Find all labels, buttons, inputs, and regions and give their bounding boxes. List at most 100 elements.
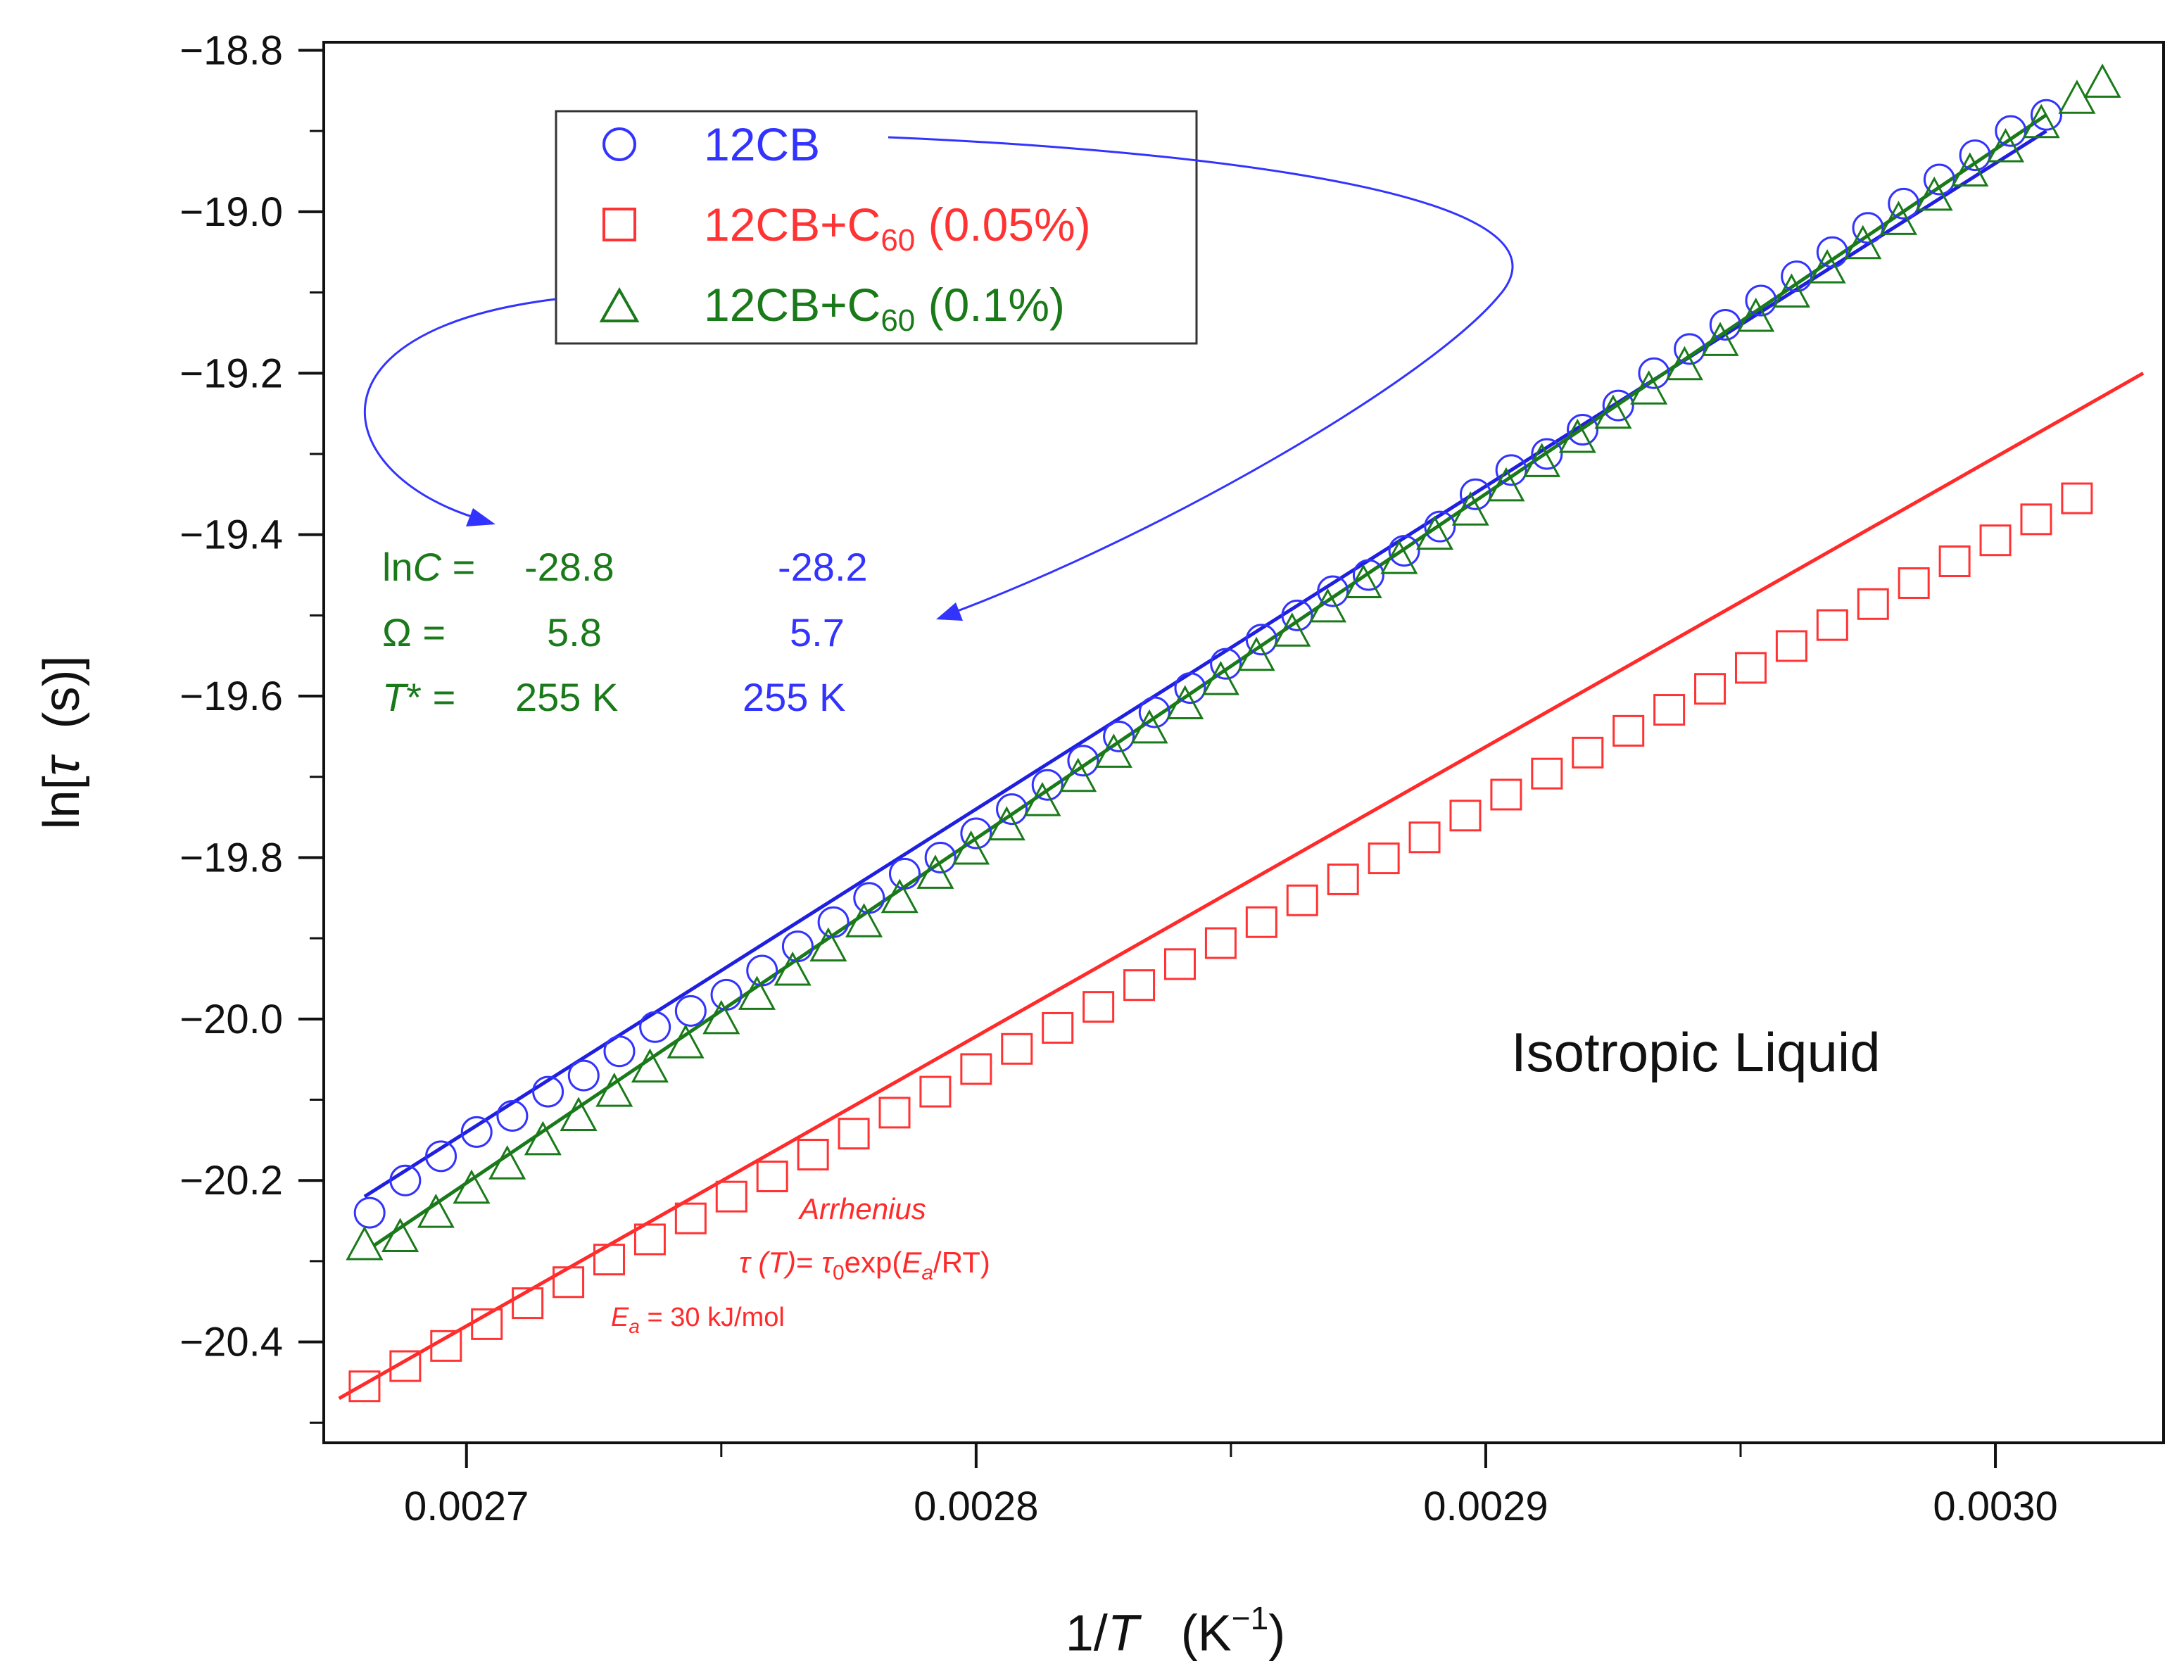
marker-triangle-c60-01 [2083, 63, 2121, 98]
marker-triangle-c60-01 [1487, 467, 1525, 502]
marker-triangle-c60-01 [1166, 685, 1204, 720]
marker-triangle-c60-01 [845, 903, 883, 937]
marker-square-c60-005 [512, 1287, 544, 1320]
marker-square-c60-005 [1163, 948, 1196, 980]
marker-triangle-c60-01 [1094, 733, 1132, 768]
marker-triangle-c60-01 [1594, 394, 1632, 429]
marker-triangle-c60-01 [560, 1097, 598, 1131]
marker-square-c60-005 [878, 1097, 911, 1129]
marker-circle-12cb [781, 930, 814, 963]
param-tstar-label-post: * = [406, 675, 455, 719]
formula-exp: exp( [845, 1246, 902, 1279]
marker-triangle-c60-01 [1808, 249, 1846, 284]
marker-triangle-c60-01 [1380, 539, 1418, 574]
x-axis-title-unit: (K [1181, 1605, 1232, 1662]
marker-circle-12cb [1602, 389, 1634, 422]
marker-triangle-c60-01 [1558, 418, 1596, 453]
arrow-green-params [363, 298, 557, 522]
y-axis-title-unit: (s)] [34, 656, 90, 729]
marker-triangle-c60-01 [1273, 612, 1311, 647]
marker-triangle-c60-01 [1987, 127, 2025, 163]
marker-triangle-c60-01 [1201, 660, 1239, 695]
marker-square-c60-005 [1123, 969, 1156, 1002]
marker-circle-12cb [425, 1140, 457, 1173]
marker-triangle-c60-01 [1308, 588, 1347, 623]
marker-triangle-c60-01 [880, 878, 919, 914]
param-lnc-label: lnC = [382, 545, 475, 589]
marker-square-c60-005 [1001, 1032, 1033, 1065]
marker-triangle-c60-01 [1772, 273, 1810, 308]
legend-label-01-tail: (0.1%) [915, 279, 1065, 331]
param-lnc-label-var: C [413, 545, 442, 589]
marker-square-c60-005 [1042, 1011, 1074, 1044]
ea-rest: = 30 kJ/mol [640, 1303, 785, 1332]
marker-square-c60-005 [756, 1160, 788, 1192]
y-axis-title: ln[τ (s)] [34, 656, 90, 830]
annotation-arrows [363, 136, 1514, 621]
y-axis-title-var: τ [34, 754, 90, 776]
marker-triangle-c60-01 [346, 1225, 384, 1261]
marker-circle-12cb [1281, 599, 1313, 631]
marker-triangle-c60-01 [952, 830, 990, 865]
marker-circle-12cb [389, 1164, 422, 1196]
marker-triangle-c60-01 [1951, 152, 1989, 187]
marker-square-c60-005 [633, 1223, 666, 1256]
y-tick-label: −20.0 [179, 997, 283, 1042]
marker-triangle-c60-01 [453, 1169, 491, 1204]
plot-frame [322, 41, 2165, 1444]
ea-e: E [611, 1303, 629, 1332]
x-tick-label: 0.0028 [914, 1484, 1038, 1529]
marker-circle-12cb [1031, 769, 1063, 801]
marker-triangle-c60-01 [1879, 201, 1917, 235]
marker-triangle-c60-01 [1701, 322, 1739, 356]
x-tick-label: 0.0027 [404, 1484, 529, 1529]
marker-circle-12cb [1567, 414, 1599, 446]
y-tick-label: −19.2 [179, 350, 283, 396]
marker-square-c60-005 [593, 1244, 625, 1276]
marker-circle-12cb [532, 1075, 564, 1108]
marker-triangle-c60-01 [667, 1024, 705, 1059]
marker-circle-12cb [1923, 163, 1955, 196]
marker-circle-12cb [1103, 720, 1135, 752]
marker-square-c60-005 [1653, 694, 1686, 726]
marker-circle-12cb [1888, 187, 1920, 220]
y-axis-title-pre: ln[ [34, 776, 90, 829]
param-omega-value-blue: 5.7 [790, 610, 845, 655]
marker-circle-12cb [1245, 624, 1277, 656]
marker-circle-12cb [1531, 438, 1563, 470]
marker-square-c60-005 [348, 1370, 381, 1403]
y-tick-label: −19.6 [179, 674, 283, 719]
data-markers [346, 63, 2121, 1403]
marker-triangle-c60-01 [2022, 103, 2060, 139]
marker-circle-12cb [1352, 559, 1384, 591]
marker-square-c60-005 [1490, 778, 1522, 811]
marker-square-c60-005 [1204, 927, 1237, 959]
fit-line [338, 372, 2145, 1401]
legend: 12CB 12CB+C60 (0.05%) 12CB+C60 (0.1%) [555, 110, 1198, 345]
marker-triangle-c60-01 [1665, 346, 1703, 381]
param-omega-value-green: 5.8 [547, 610, 602, 655]
marker-triangle-c60-01 [1523, 443, 1561, 477]
marker-circle-12cb [1674, 333, 1706, 365]
legend-marker-triangle [599, 286, 640, 322]
formula-eq: = [796, 1246, 821, 1279]
marker-triangle-c60-01 [524, 1120, 562, 1156]
marker-circle-12cb [1709, 308, 1741, 341]
x-axis-title-sup: −1 [1232, 1600, 1268, 1636]
marker-circle-12cb [1067, 745, 1099, 777]
marker-circle-12cb [1781, 260, 1813, 293]
param-lnc-label-pre: ln [382, 545, 413, 589]
formula-tau0: τ [821, 1246, 834, 1279]
marker-circle-12cb [1210, 648, 1242, 680]
x-axis-title-pre: 1/ [1066, 1605, 1108, 1662]
marker-circle-12cb [1138, 696, 1170, 728]
marker-triangle-c60-01 [774, 951, 812, 986]
marker-square-c60-005 [919, 1075, 952, 1108]
x-tick-label: 0.0030 [1933, 1484, 2057, 1529]
marker-triangle-c60-01 [1237, 636, 1275, 671]
marker-triangle-c60-01 [916, 854, 954, 889]
marker-triangle-c60-01 [1344, 564, 1382, 598]
marker-circle-12cb [746, 954, 778, 987]
arrhenius-title: Arrhenius [797, 1192, 926, 1225]
marker-triangle-c60-01 [1023, 782, 1061, 816]
